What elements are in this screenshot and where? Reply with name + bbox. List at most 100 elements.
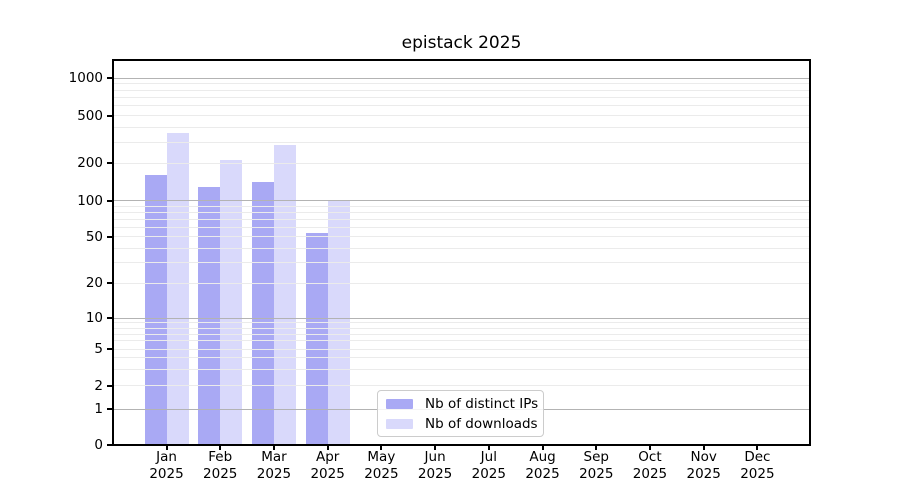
x-tick-label: Apr 2025 [296,449,360,483]
y-tick-label: 50 [85,228,103,245]
y-tick-mark [107,199,112,202]
y-tick-mark [107,282,112,285]
x-tick-mark [326,446,329,450]
y-tick-label: 20 [85,275,103,292]
x-tick-label: Feb 2025 [188,449,252,483]
x-tick-year: 2025 [203,466,238,482]
gridline-minor [114,236,809,238]
x-tick-mark [219,446,222,450]
gridline-minor [114,340,809,342]
x-tick-mark [702,446,705,450]
x-tick-label: May 2025 [349,449,413,483]
x-tick-month: Mar [261,449,287,465]
x-tick-mark [165,446,168,450]
x-tick-year: 2025 [310,466,345,482]
y-tick-mark [107,408,112,410]
x-tick-label: Nov 2025 [672,449,736,483]
gridline-major [114,317,809,319]
x-tick-month: Jun [424,449,446,465]
gridline-minor [114,83,809,85]
x-tick-year: 2025 [740,466,775,482]
x-tick-month: Feb [208,449,233,465]
gridline-minor [114,282,809,284]
gridline-minor [114,211,809,213]
y-tick-mark [107,235,112,238]
x-tick-year: 2025 [686,466,721,482]
legend-label: Nb of downloads [425,415,538,432]
y-tick-mark [107,444,112,446]
x-tick-mark [648,446,651,450]
x-tick-month: Oct [638,449,662,465]
y-tick-mark [107,317,112,320]
x-tick-label: Jun 2025 [403,449,467,483]
gridline-major [114,200,809,202]
gridline-minor [114,141,809,143]
y-tick-label: 1000 [68,70,103,87]
x-tick-year: 2025 [471,466,506,482]
bar-apr-distinct-ips [305,232,328,444]
gridline-minor [114,162,809,164]
x-tick-label: Jan 2025 [135,449,199,483]
y-tick-label: 2 [94,377,103,394]
bar-mar-downloads [273,144,296,444]
bar-feb-downloads [220,159,243,444]
gridline-minor [114,97,809,99]
gridline-minor [114,385,809,387]
y-tick-label: 5 [94,341,103,357]
y-tick-mark [107,162,112,165]
x-tick-label: Oct 2025 [618,449,682,483]
x-tick-month: Nov [690,449,717,465]
y-tick-label: 10 [85,310,103,327]
gridline-minor [114,247,809,249]
gridline-minor [114,205,809,207]
gridline-minor [114,115,809,117]
x-tick-mark [541,446,544,450]
gridline-minor [114,126,809,128]
legend-swatch-distinct-ips [386,398,413,409]
x-tick-month: May [367,449,396,465]
gridline-major [114,77,809,79]
x-tick-month: Aug [529,449,556,465]
y-tick-label: 1 [94,401,103,417]
x-tick-year: 2025 [417,466,453,482]
x-tick-mark [756,446,759,450]
y-tick-mark [107,114,112,117]
legend-item-downloads: Nb of downloads [386,416,543,432]
y-tick-label: 200 [77,155,103,172]
gridline-minor [114,226,809,228]
y-tick-label: 100 [77,192,103,209]
x-tick-mark [272,446,275,450]
x-tick-month: Jan [156,449,177,465]
gridline-minor [114,89,809,91]
y-tick-mark [107,384,112,387]
gridline-minor [114,322,809,324]
x-tick-mark [595,446,598,450]
y-tick-label: 0 [94,437,103,453]
bar-jan-downloads [166,132,189,444]
x-tick-label: Dec 2025 [725,449,789,483]
y-tick-mark [107,77,112,80]
bar-feb-distinct-ips [198,186,221,444]
x-tick-year: 2025 [256,466,292,482]
x-tick-year: 2025 [579,466,614,482]
x-tick-year: 2025 [364,466,399,482]
x-tick-label: Aug 2025 [511,449,575,483]
x-tick-label: Sep 2025 [564,449,628,483]
x-tick-month: Dec [744,449,771,465]
gridline-minor [114,262,809,264]
gridline-minor [114,327,809,329]
bar-jan-distinct-ips [144,175,167,444]
bar-apr-downloads [327,200,350,444]
x-tick-month: Apr [315,449,340,465]
y-tick-mark [107,348,112,350]
chart-title: epistack 2025 [401,33,522,53]
gridline-minor [114,348,809,350]
legend: Nb of distinct IPs Nb of downloads [377,390,544,437]
x-tick-month: Sep [583,449,609,465]
gridline-minor [114,218,809,220]
legend-label: Nb of distinct IPs [425,395,539,412]
y-tick-label: 500 [77,107,103,124]
x-tick-month: Jul [480,449,497,465]
gridline-minor [114,333,809,335]
